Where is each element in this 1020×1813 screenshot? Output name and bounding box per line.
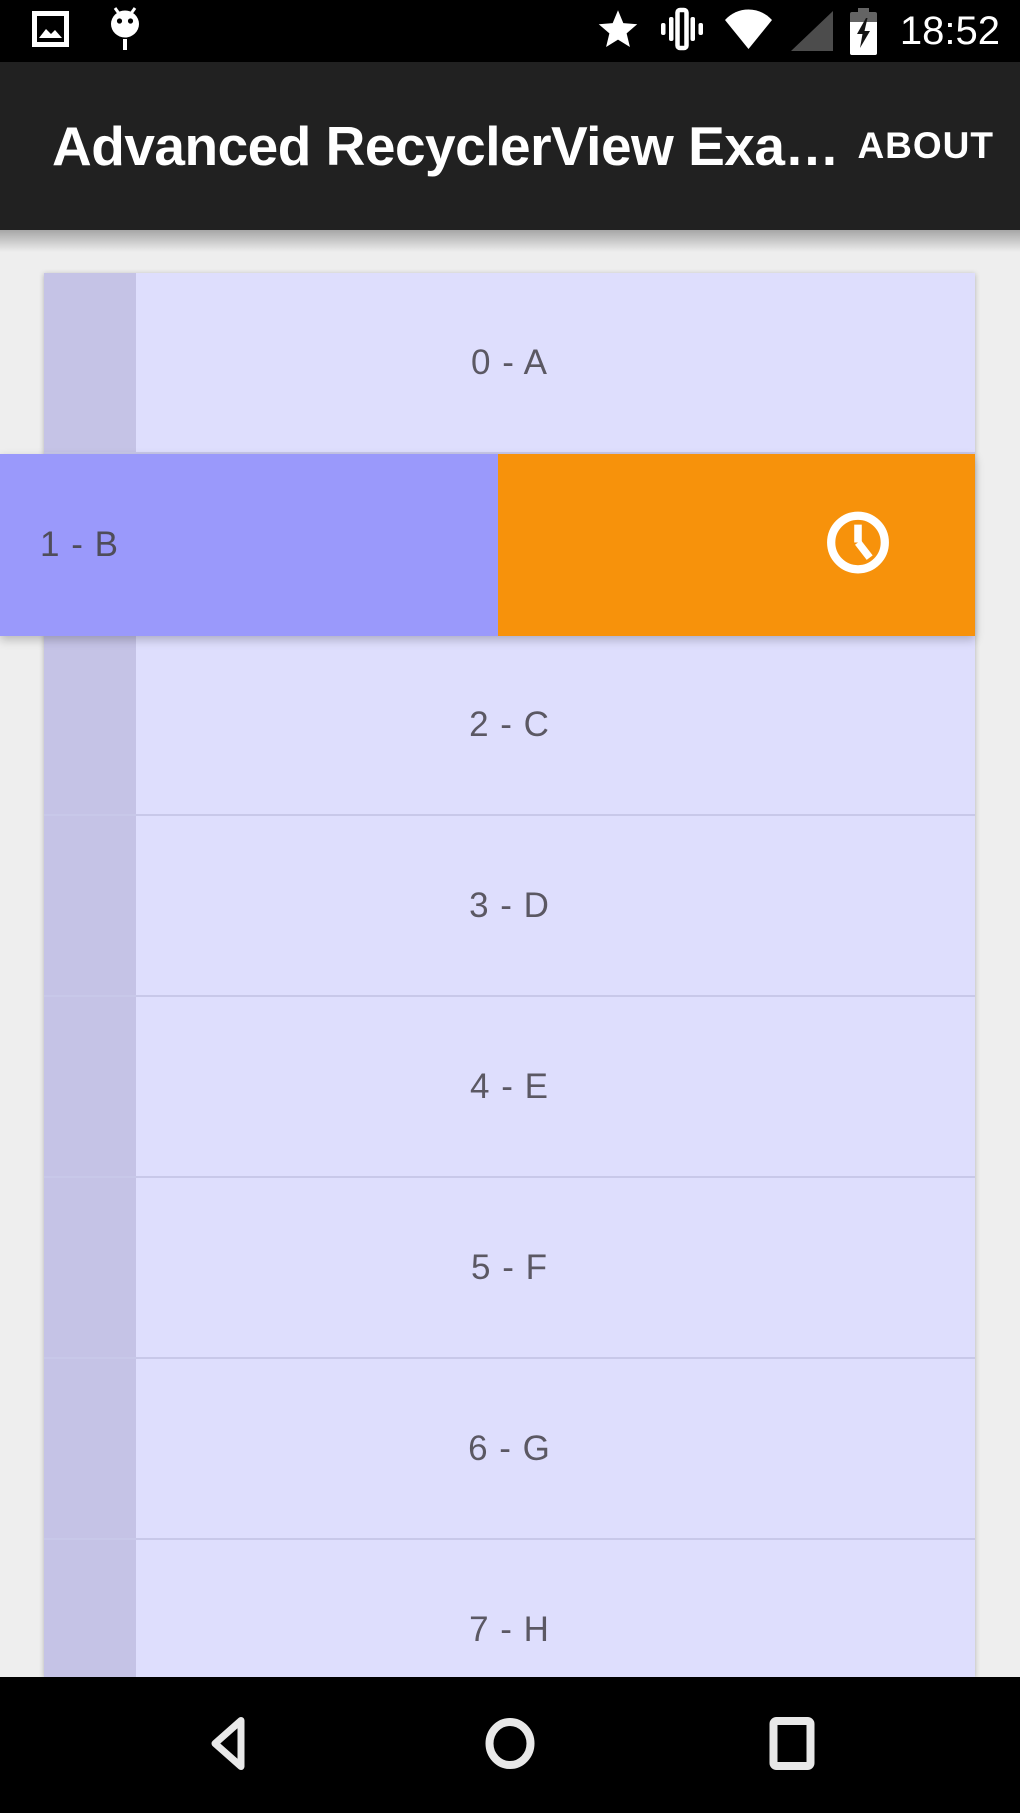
swiped-item-foreground[interactable]: 1 - B <box>0 454 498 636</box>
list-item[interactable]: 5 - F <box>44 1178 975 1359</box>
battery-charging-icon <box>849 7 877 55</box>
list-item[interactable]: 0 - A <box>44 273 975 454</box>
recents-icon <box>769 1717 815 1774</box>
status-bar-notifications <box>20 5 143 58</box>
home-button[interactable] <box>475 1708 545 1783</box>
list-item-label: 6 - G <box>468 1428 551 1468</box>
clock-icon <box>825 510 891 581</box>
home-icon <box>485 1718 535 1773</box>
wifi-icon <box>723 7 774 56</box>
android-debug-icon <box>107 5 143 58</box>
back-icon <box>208 1717 248 1775</box>
swiped-list-item[interactable]: 1 - B <box>0 454 975 636</box>
status-bar-system-icons: 18:52 <box>595 0 1000 62</box>
star-icon <box>595 7 641 56</box>
recents-button[interactable] <box>759 1707 825 1784</box>
swipe-action-background[interactable] <box>498 454 975 636</box>
list-item-label: 3 - D <box>469 885 550 925</box>
list-item-label: 5 - F <box>471 1247 548 1287</box>
back-button[interactable] <box>198 1706 258 1785</box>
status-bar: 18:52 <box>0 0 1020 62</box>
cell-signal-empty-icon <box>790 11 833 51</box>
list-item-label: 7 - H <box>469 1609 550 1649</box>
list-item-label: 4 - E <box>470 1066 549 1106</box>
list-item[interactable]: 7 - H <box>44 1540 975 1677</box>
app-bar-shadow <box>0 230 1020 252</box>
list-item-label: 0 - A <box>471 342 548 382</box>
swiped-item-label: 1 - B <box>40 525 119 564</box>
about-button[interactable]: ABOUT <box>837 105 1020 187</box>
page-title: Advanced RecyclerView Exa… <box>52 115 838 177</box>
vibrate-icon <box>658 6 706 57</box>
list-item[interactable]: 6 - G <box>44 1359 975 1540</box>
image-notification-icon <box>32 10 69 52</box>
app-bar: Advanced RecyclerView Exa… ABOUT <box>0 62 1020 230</box>
list-item-label: 2 - C <box>469 704 550 744</box>
list-item[interactable]: 2 - C <box>44 635 975 816</box>
list-item[interactable]: 3 - D <box>44 816 975 997</box>
list-item[interactable]: 4 - E <box>44 997 975 1178</box>
navigation-bar <box>0 1677 1020 1813</box>
status-bar-clock: 18:52 <box>899 9 1000 53</box>
